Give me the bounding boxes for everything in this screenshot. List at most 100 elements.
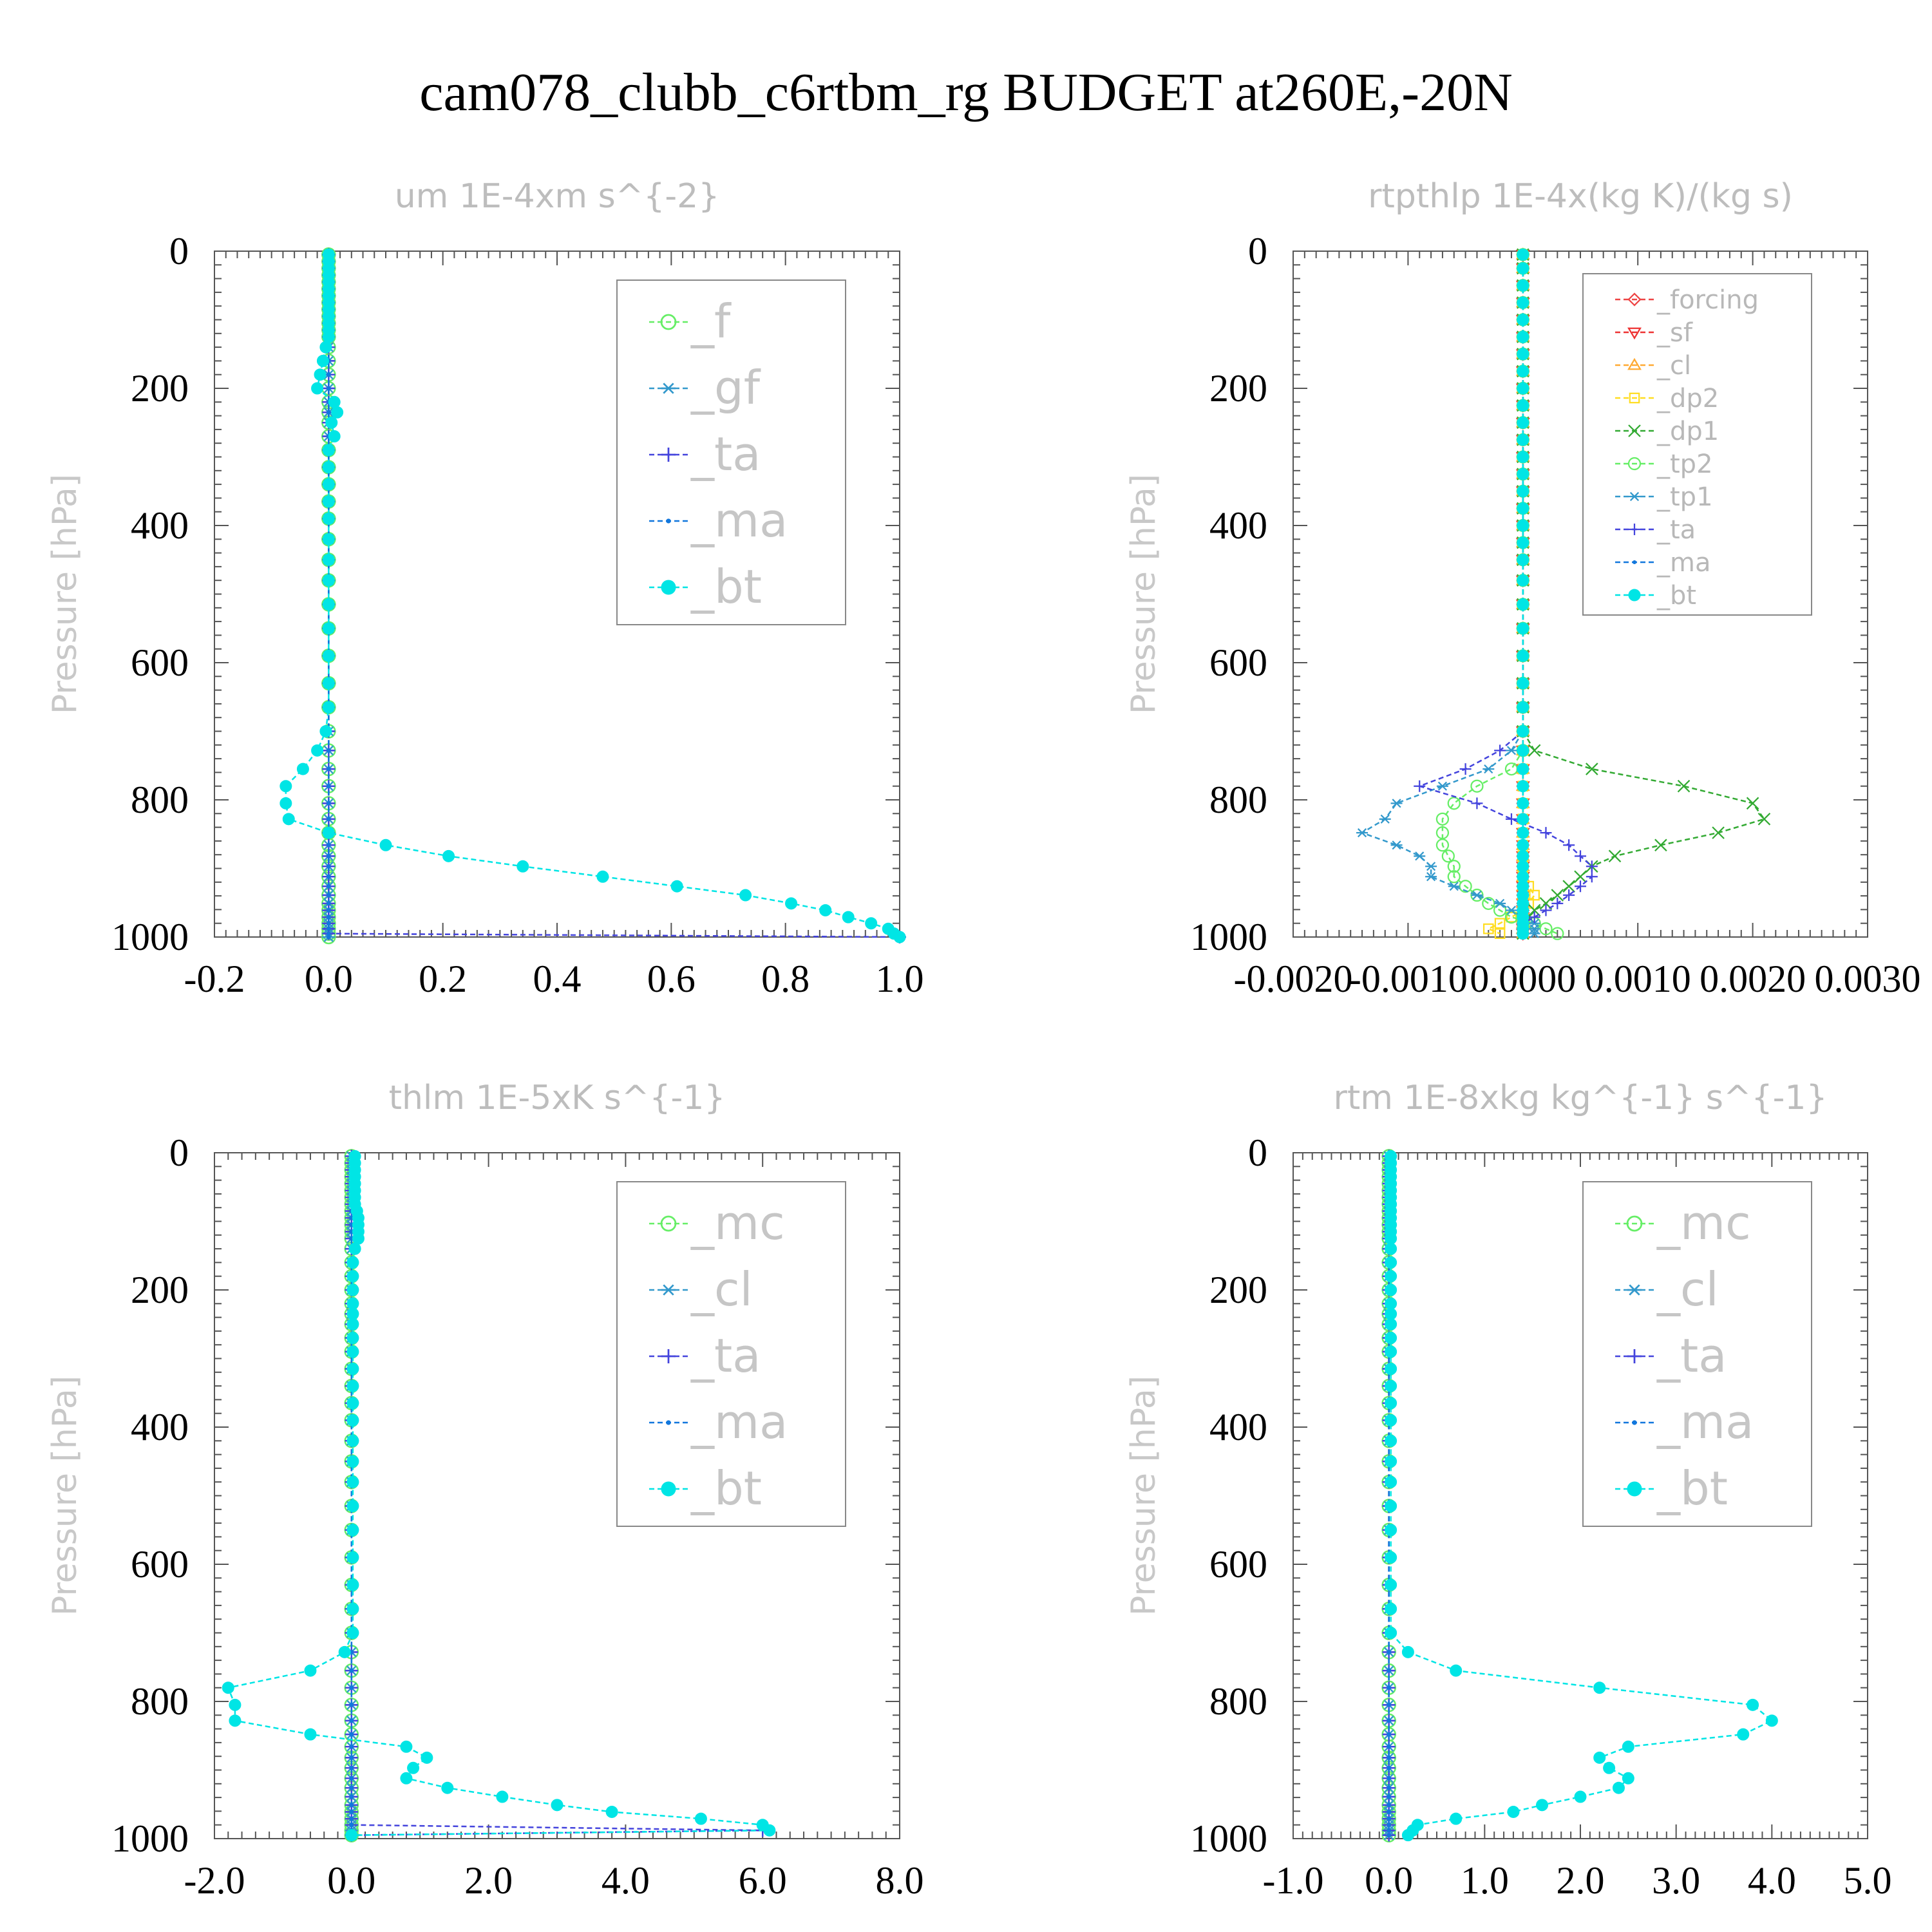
data-point (1654, 838, 1667, 852)
data-point (1517, 927, 1530, 940)
data-point (327, 926, 331, 931)
data-point (1540, 827, 1552, 839)
data-point (1517, 780, 1530, 793)
data-point (1536, 1799, 1549, 1812)
legend-label: _bt (1656, 1461, 1728, 1515)
legend-box (616, 1181, 846, 1527)
legend-marker (1632, 1420, 1637, 1425)
data-point (1517, 451, 1530, 463)
data-point (1765, 1714, 1778, 1727)
data-point (319, 725, 332, 737)
data-point (819, 904, 832, 916)
legend-marker (1627, 327, 1642, 340)
data-point (1517, 677, 1530, 690)
data-point (346, 1270, 359, 1283)
data-point (1507, 1805, 1520, 1818)
data-point (322, 677, 335, 690)
legend-label: _f (690, 294, 732, 348)
legend-marker (666, 1420, 671, 1425)
y-tick-label: 400 (1209, 1406, 1267, 1448)
data-point (331, 406, 344, 419)
data-point (1385, 1475, 1397, 1488)
data-point (327, 800, 331, 806)
data-point (1574, 1790, 1587, 1803)
data-point (349, 1744, 354, 1749)
data-point (327, 921, 331, 926)
data-point (694, 1812, 707, 1825)
data-point (1517, 382, 1530, 395)
data-point (1612, 1781, 1625, 1794)
legend-label: _cl (690, 1262, 753, 1316)
data-point (1470, 779, 1484, 793)
y-tick-label: 1000 (1190, 1817, 1267, 1860)
x-tick-label: 2.0 (464, 1859, 513, 1902)
legend-label: _forcing (1656, 285, 1759, 315)
data-point (1517, 519, 1530, 532)
data-point (1517, 348, 1530, 361)
y-tick-label: 600 (131, 641, 189, 684)
y-tick-label: 200 (1209, 367, 1267, 410)
data-point (222, 1681, 234, 1694)
legend-marker (661, 580, 676, 595)
data-point (1563, 839, 1575, 851)
data-point (327, 784, 331, 789)
x-tick-label: 1.0 (1461, 1859, 1509, 1902)
data-point (1517, 598, 1530, 611)
data-point (1387, 1794, 1392, 1799)
data-point (1517, 536, 1530, 549)
data-point (1471, 797, 1483, 810)
data-point (1385, 1551, 1397, 1564)
x-tick-label: 0.6 (647, 958, 696, 1000)
data-point (1593, 1681, 1606, 1694)
data-point (279, 780, 292, 793)
data-point (1425, 862, 1437, 871)
data-point (349, 1718, 354, 1723)
data-point (1482, 764, 1495, 774)
data-point (1390, 840, 1403, 850)
data-point (1447, 860, 1461, 873)
data-point (1385, 1499, 1397, 1512)
data-point (327, 934, 331, 940)
legend-marker (1628, 589, 1641, 601)
data-point (349, 1776, 354, 1781)
x-tick-label: 2.0 (1557, 1859, 1605, 1902)
data-point (349, 1816, 354, 1821)
x-tick-label: 1.0 (876, 958, 924, 1000)
data-point (1505, 905, 1517, 915)
data-point (1385, 1318, 1397, 1331)
data-point (1517, 296, 1530, 309)
data-point (327, 893, 331, 898)
y-tick-label: 800 (131, 779, 189, 821)
data-point (338, 1645, 351, 1658)
legend-marker (1627, 357, 1642, 370)
x-tick-label: -0.0010 (1349, 958, 1468, 1000)
data-point (1622, 1740, 1634, 1753)
data-point (1608, 849, 1622, 863)
series-bt (1517, 248, 1530, 940)
data-point (349, 1794, 354, 1799)
data-point (1385, 1602, 1397, 1615)
data-point (1517, 468, 1530, 480)
data-point (1385, 1345, 1397, 1358)
plot-frame (1293, 251, 1868, 938)
data-point (1586, 871, 1598, 883)
data-point (328, 395, 341, 408)
data-point (1379, 814, 1391, 824)
y-tick-label: 1000 (1190, 916, 1267, 958)
legend-label: _bt (1656, 581, 1696, 611)
data-point (1517, 826, 1530, 839)
data-point (670, 880, 683, 893)
data-point (1414, 851, 1426, 861)
y-tick-label: 400 (1209, 504, 1267, 547)
data-point (1385, 1256, 1397, 1269)
data-point (327, 842, 331, 848)
data-point (346, 1602, 359, 1615)
data-point (1385, 1455, 1397, 1468)
legend-label: _mc (1656, 1196, 1751, 1250)
data-point (327, 884, 331, 889)
y-tick-label: 400 (131, 1406, 189, 1448)
legend-marker (1627, 292, 1642, 307)
legend-marker (660, 314, 677, 330)
legend-marker (666, 518, 671, 524)
